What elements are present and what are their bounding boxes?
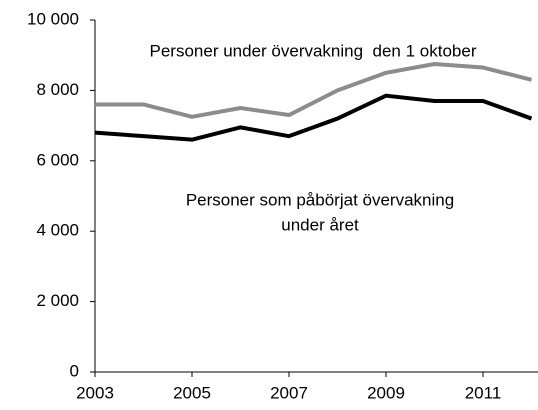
y-tick-label: 2 000 [36, 291, 79, 310]
annotation: under året [281, 215, 359, 234]
series-line [94, 93, 533, 142]
y-tick-label: 6 000 [36, 150, 79, 169]
series-line [95, 62, 532, 119]
x-tick-label: 2007 [270, 383, 308, 402]
y-tick-label: 10 000 [27, 9, 79, 28]
y-tick-label: 0 [70, 361, 79, 380]
annotation: Personer som påbörjat övervakning [186, 190, 454, 209]
x-tick-label: 2003 [76, 383, 114, 402]
annotation: Personer under övervakning den 1 oktober [150, 41, 477, 60]
x-tick-label: 2009 [367, 383, 405, 402]
x-tick-label: 2005 [173, 383, 211, 402]
x-tick-label: 2011 [465, 383, 502, 402]
y-tick-label: 4 000 [36, 221, 79, 240]
y-tick-label: 8 000 [36, 80, 79, 99]
